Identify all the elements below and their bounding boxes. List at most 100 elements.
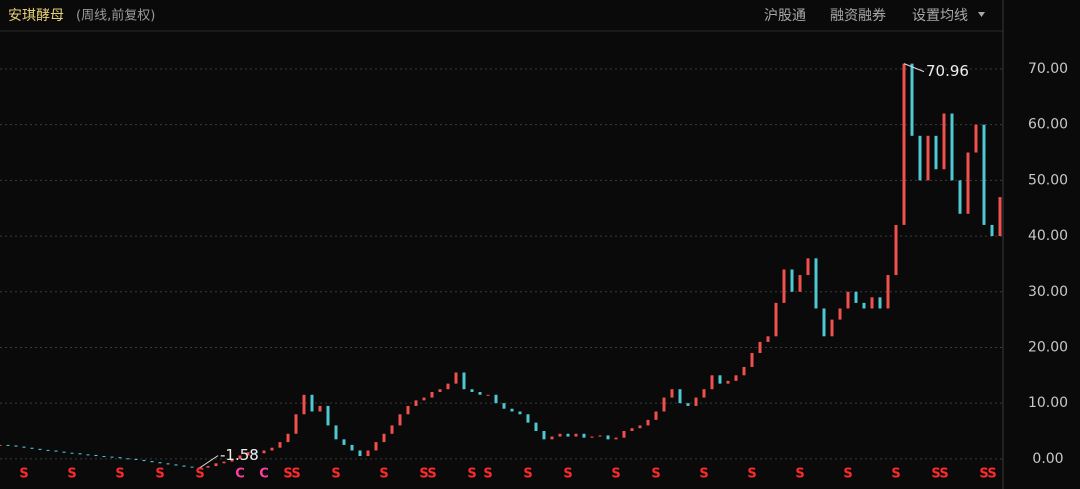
dropdown-arrow[interactable]	[978, 12, 985, 17]
candle	[758, 341, 762, 354]
event-marker: S	[651, 467, 660, 482]
candle	[278, 442, 282, 448]
candle	[814, 258, 818, 309]
candle	[990, 224, 994, 237]
candle	[398, 414, 402, 426]
event-marker: S	[331, 467, 340, 482]
y-tick-label: 10.00	[1028, 395, 1068, 411]
candle	[782, 269, 786, 303]
candle	[694, 397, 698, 406]
candle	[710, 375, 714, 390]
annotation-label: 70.96	[926, 62, 969, 80]
event-marker: S	[195, 467, 204, 482]
candle	[70, 452, 74, 454]
candle	[478, 392, 482, 395]
event-marker: S	[115, 467, 124, 482]
candle	[390, 425, 394, 434]
candle	[590, 436, 594, 438]
candle	[406, 405, 410, 415]
candle	[902, 63, 906, 225]
subtitle: (周线,前复权)	[76, 8, 155, 24]
candle	[838, 308, 842, 320]
candle	[230, 458, 234, 462]
candle	[86, 454, 90, 456]
candle	[622, 430, 626, 438]
candle	[958, 180, 962, 214]
candle	[38, 448, 42, 450]
candle	[966, 152, 970, 214]
event-marker: S	[427, 467, 436, 482]
candle	[718, 375, 722, 384]
candle	[270, 447, 274, 451]
candle	[934, 135, 938, 170]
candle	[774, 302, 778, 337]
y-tick-label: 30.00	[1028, 284, 1068, 300]
candle	[662, 397, 666, 412]
candle	[950, 113, 954, 181]
candle	[6, 444, 10, 446]
menu-item[interactable]: 沪股通	[764, 8, 806, 24]
event-marker: C	[235, 467, 245, 482]
event-marker: S	[939, 467, 948, 482]
candle	[134, 458, 138, 460]
candle	[334, 425, 338, 440]
event-marker: S	[699, 467, 708, 482]
menu-item[interactable]: 融资融券	[830, 8, 886, 24]
candle	[614, 437, 618, 440]
candle	[294, 414, 298, 434]
candle	[318, 405, 322, 412]
stock-name: 安琪酵母	[8, 8, 64, 24]
candle	[502, 403, 506, 409]
candle	[150, 461, 154, 463]
candle	[822, 308, 826, 337]
candle	[422, 397, 426, 401]
candle	[190, 466, 194, 468]
menu-item[interactable]: 设置均线	[912, 8, 968, 24]
candle	[214, 463, 218, 467]
candle	[174, 464, 178, 466]
candle	[726, 380, 730, 384]
event-marker: S	[467, 467, 476, 482]
event-marker: S	[283, 467, 292, 482]
candle	[102, 456, 106, 458]
candle	[342, 439, 346, 445]
candle	[78, 453, 82, 455]
candle	[830, 319, 834, 337]
y-tick-label: 70.00	[1028, 61, 1068, 77]
candle	[846, 291, 850, 309]
event-marker: S	[19, 467, 28, 482]
candle	[238, 455, 242, 459]
candle	[550, 436, 554, 440]
candle	[982, 124, 986, 225]
candle	[494, 394, 498, 404]
candle	[142, 459, 146, 462]
candle	[46, 449, 50, 451]
candle	[886, 275, 890, 309]
candle	[310, 394, 314, 412]
event-marker: S	[483, 467, 492, 482]
candle	[246, 452, 250, 456]
candle	[854, 291, 858, 303]
y-tick-label: 60.00	[1028, 117, 1068, 133]
candle	[974, 124, 978, 153]
event-marker: S	[291, 467, 300, 482]
event-marker: S	[987, 467, 996, 482]
event-marker: S	[979, 467, 988, 482]
candle	[942, 113, 946, 170]
y-tick-label: 0.00	[1032, 451, 1063, 467]
candle	[454, 372, 458, 384]
candle	[686, 403, 690, 406]
candle	[558, 433, 562, 437]
candle	[766, 336, 770, 342]
candle	[582, 433, 586, 438]
candle	[206, 466, 210, 468]
candle	[22, 446, 26, 448]
candle	[446, 383, 450, 390]
candle	[126, 458, 130, 460]
candle	[798, 275, 802, 292]
event-marker: S	[155, 467, 164, 482]
candle	[430, 392, 434, 398]
candle	[654, 411, 658, 420]
candle	[790, 269, 794, 292]
